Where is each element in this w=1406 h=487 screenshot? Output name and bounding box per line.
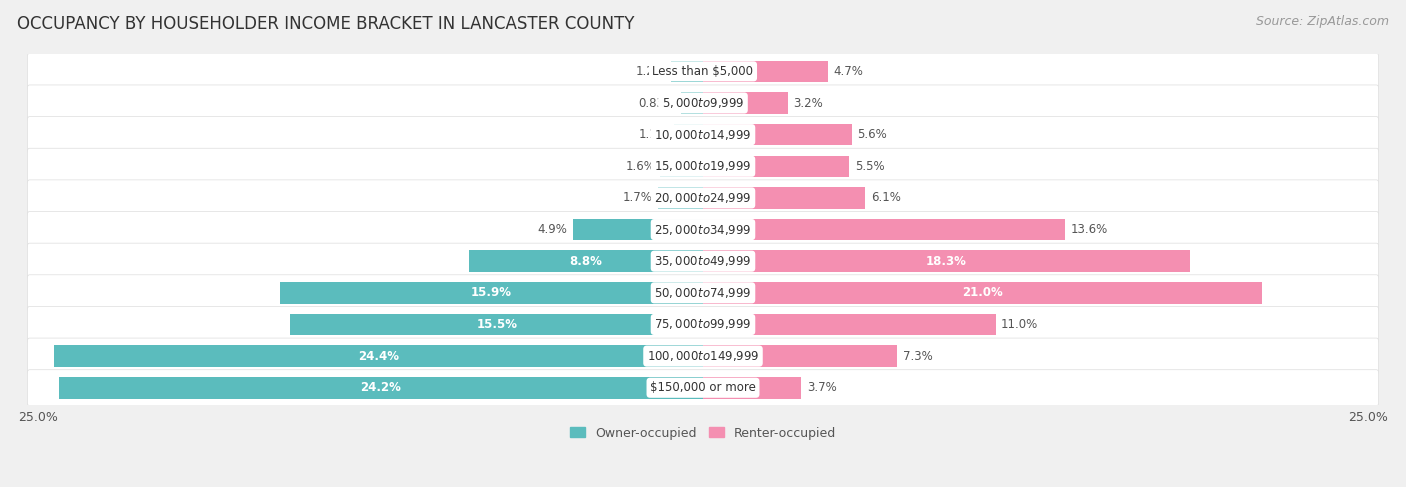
FancyBboxPatch shape	[28, 148, 1378, 184]
Bar	[661, 155, 703, 177]
Text: $150,000 or more: $150,000 or more	[650, 381, 756, 394]
Text: 5.5%: 5.5%	[855, 160, 884, 173]
Text: $35,000 to $49,999: $35,000 to $49,999	[654, 254, 752, 268]
Text: 1.7%: 1.7%	[623, 191, 652, 205]
FancyBboxPatch shape	[28, 243, 1378, 279]
Text: 1.1%: 1.1%	[638, 128, 668, 141]
Text: 4.7%: 4.7%	[834, 65, 863, 78]
FancyBboxPatch shape	[28, 116, 1378, 152]
Legend: Owner-occupied, Renter-occupied: Owner-occupied, Renter-occupied	[565, 422, 841, 445]
Text: 15.5%: 15.5%	[477, 318, 517, 331]
FancyBboxPatch shape	[28, 338, 1378, 374]
Bar	[703, 60, 828, 82]
Text: $75,000 to $99,999: $75,000 to $99,999	[654, 318, 752, 332]
Bar	[703, 219, 1064, 240]
Bar	[673, 124, 703, 146]
Text: 24.2%: 24.2%	[360, 381, 401, 394]
Bar	[681, 92, 703, 114]
Text: $15,000 to $19,999: $15,000 to $19,999	[654, 159, 752, 173]
Bar	[280, 282, 703, 303]
Text: $25,000 to $34,999: $25,000 to $34,999	[654, 223, 752, 237]
Text: 13.6%: 13.6%	[1070, 223, 1108, 236]
Text: 11.0%: 11.0%	[1001, 318, 1039, 331]
Text: 7.3%: 7.3%	[903, 350, 932, 363]
Bar	[572, 219, 703, 240]
Bar	[703, 187, 865, 208]
Text: $20,000 to $24,999: $20,000 to $24,999	[654, 191, 752, 205]
Bar	[703, 282, 1263, 303]
FancyBboxPatch shape	[28, 180, 1378, 216]
Text: Less than $5,000: Less than $5,000	[652, 65, 754, 78]
Text: 3.7%: 3.7%	[807, 381, 837, 394]
FancyBboxPatch shape	[28, 85, 1378, 121]
Bar	[658, 187, 703, 208]
Text: 8.8%: 8.8%	[569, 255, 602, 268]
Text: $100,000 to $149,999: $100,000 to $149,999	[647, 349, 759, 363]
Bar	[703, 155, 849, 177]
Text: $5,000 to $9,999: $5,000 to $9,999	[662, 96, 744, 110]
FancyBboxPatch shape	[28, 275, 1378, 311]
Text: 1.2%: 1.2%	[636, 65, 665, 78]
Text: 18.3%: 18.3%	[927, 255, 967, 268]
Bar	[468, 250, 703, 272]
Bar	[703, 345, 897, 367]
Text: 5.6%: 5.6%	[858, 128, 887, 141]
Text: 21.0%: 21.0%	[962, 286, 1002, 300]
Text: 24.4%: 24.4%	[357, 350, 399, 363]
Bar	[703, 92, 789, 114]
FancyBboxPatch shape	[28, 306, 1378, 342]
Bar	[53, 345, 703, 367]
Bar	[703, 377, 801, 398]
Text: Source: ZipAtlas.com: Source: ZipAtlas.com	[1256, 15, 1389, 28]
Bar	[291, 314, 703, 335]
Bar	[59, 377, 703, 398]
Text: 1.6%: 1.6%	[626, 160, 655, 173]
Text: OCCUPANCY BY HOUSEHOLDER INCOME BRACKET IN LANCASTER COUNTY: OCCUPANCY BY HOUSEHOLDER INCOME BRACKET …	[17, 15, 634, 33]
FancyBboxPatch shape	[28, 370, 1378, 406]
Bar	[703, 124, 852, 146]
Text: 15.9%: 15.9%	[471, 286, 512, 300]
Text: $50,000 to $74,999: $50,000 to $74,999	[654, 286, 752, 300]
Text: $10,000 to $14,999: $10,000 to $14,999	[654, 128, 752, 142]
Text: 3.2%: 3.2%	[793, 96, 824, 110]
Text: 4.9%: 4.9%	[537, 223, 567, 236]
Text: 0.83%: 0.83%	[638, 96, 676, 110]
Bar	[703, 314, 995, 335]
Bar	[671, 60, 703, 82]
Text: 6.1%: 6.1%	[870, 191, 901, 205]
FancyBboxPatch shape	[28, 211, 1378, 247]
FancyBboxPatch shape	[28, 54, 1378, 90]
Bar	[703, 250, 1189, 272]
